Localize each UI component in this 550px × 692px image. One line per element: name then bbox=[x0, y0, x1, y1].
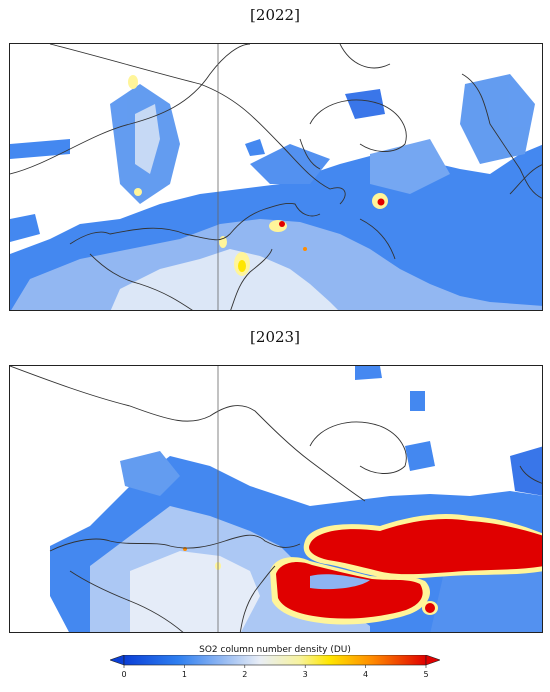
colorbar-tick-label: 1 bbox=[182, 670, 187, 679]
map-panel-2023 bbox=[9, 365, 543, 633]
so2-field-2022 bbox=[10, 74, 542, 310]
coastlines-2023 bbox=[10, 366, 542, 632]
map-panel-2022 bbox=[9, 43, 543, 311]
colorbar-extend-low bbox=[110, 655, 125, 666]
colorbar: 0 1 2 3 4 5 bbox=[110, 655, 440, 679]
coastlines-2022 bbox=[10, 44, 542, 310]
colorbar-tick-label: 5 bbox=[423, 670, 428, 679]
colorbar-ticks: 0 1 2 3 4 5 bbox=[121, 665, 429, 679]
panel-2022-title: [2022] bbox=[250, 6, 300, 24]
colorbar-tick-label: 2 bbox=[242, 670, 247, 679]
colorbar-tick-label: 3 bbox=[303, 670, 308, 679]
colorbar-tick-label: 0 bbox=[121, 670, 126, 679]
so2-map-2023 bbox=[10, 366, 542, 632]
colorbar-title: SO2 column number density (DU) bbox=[199, 645, 351, 655]
panel-2023-title: [2023] bbox=[250, 328, 300, 346]
colorbar-tick-label: 4 bbox=[363, 670, 368, 679]
colorbar-extend-high bbox=[425, 655, 440, 666]
so2-map-2022 bbox=[10, 44, 542, 310]
colorbar-ramp bbox=[123, 655, 427, 666]
so2-plume-2023 bbox=[183, 514, 542, 625]
so2-hotspots-2022 bbox=[128, 75, 388, 276]
